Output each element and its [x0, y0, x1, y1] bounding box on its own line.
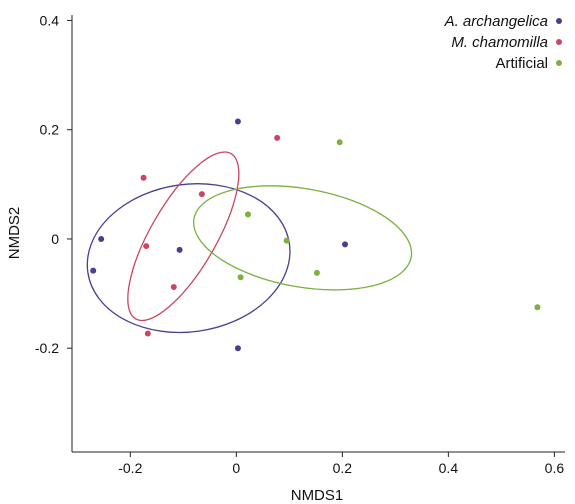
confidence-ellipse-1	[86, 183, 291, 334]
data-point-series-2	[274, 134, 281, 141]
legend-label: M. chamomilla	[451, 34, 548, 51]
axes: -0.2 0 0.2 0.4 -0.2 0 0.2 0.4 0.6	[35, 12, 565, 476]
x-tick-label: 0	[232, 460, 240, 476]
legend-marker	[556, 18, 562, 24]
data-point-series-1	[98, 235, 105, 242]
y-tick-label: -0.2	[35, 340, 59, 356]
data-point-series-3	[237, 274, 244, 281]
data-point-series-2	[140, 174, 147, 181]
confidence-ellipse-3	[193, 185, 413, 291]
data-point-series-1	[90, 267, 97, 274]
legend-label: Artificial	[495, 55, 548, 72]
data-point-series-3	[313, 269, 320, 276]
x-tick-label: -0.2	[118, 460, 142, 476]
ellipses	[86, 151, 413, 334]
x-tick-label: 0.6	[545, 460, 565, 476]
legend-marker	[556, 60, 562, 66]
data-point-series-1	[176, 246, 183, 253]
y-tick-label: 0	[51, 231, 59, 247]
y-tick-label: 0.2	[40, 122, 60, 138]
legend-marker	[556, 39, 562, 45]
data-point-series-2	[198, 191, 205, 198]
x-axis-label: NMDS1	[291, 487, 344, 504]
legend: A. archangelica M. chamomilla Artificial	[444, 13, 562, 72]
data-point-series-3	[244, 211, 251, 218]
y-tick-label: 0.4	[40, 12, 60, 28]
data-point-series-3	[283, 237, 290, 244]
x-tick-label: 0.2	[333, 460, 353, 476]
data-points	[90, 118, 541, 352]
confidence-ellipse-2	[127, 151, 240, 322]
x-tick-label: 0.4	[439, 460, 459, 476]
data-point-series-1	[234, 345, 241, 352]
y-axis-label: NMDS2	[6, 207, 23, 260]
data-point-series-1	[342, 241, 349, 248]
data-point-series-3	[336, 139, 343, 146]
data-point-series-1	[234, 118, 241, 125]
data-point-series-2	[170, 284, 177, 291]
legend-label: A. archangelica	[444, 13, 548, 30]
data-point-series-3	[534, 304, 541, 311]
data-point-series-2	[144, 330, 151, 337]
data-point-series-2	[143, 243, 150, 250]
